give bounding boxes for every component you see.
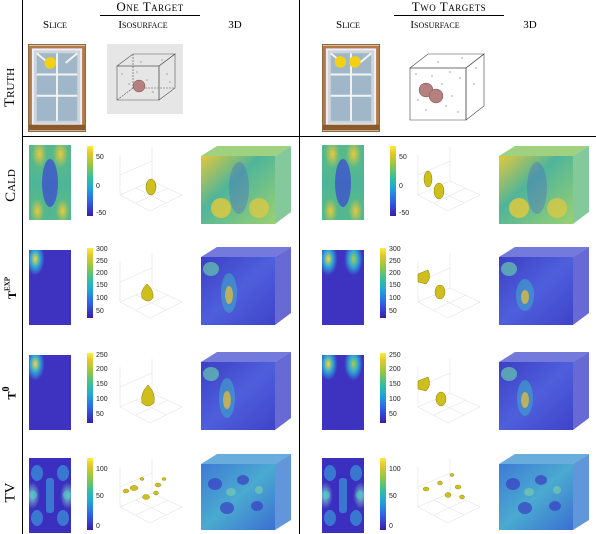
row-label-t-exp: texp — [1, 276, 21, 299]
t0-3d-one-target — [201, 352, 291, 430]
cbar-tick: 300 — [389, 246, 401, 253]
middle-separator — [299, 0, 300, 534]
cbar-tick: 50 — [96, 411, 104, 418]
target-sphere-2 — [428, 88, 444, 104]
cbar-tick: -50 — [399, 210, 410, 217]
cbar-tick: 150 — [96, 282, 108, 289]
cbar-tick: 200 — [389, 366, 401, 373]
cbar-tick: 200 — [389, 270, 401, 277]
tv-3d-two-targets — [499, 454, 589, 530]
texp-3d-one-target — [201, 247, 291, 325]
cbar-tick: 250 — [96, 352, 108, 359]
col-title-isosurface-2: Isosurface — [410, 19, 460, 31]
cbar-tick: 50 — [96, 308, 104, 315]
cbar-tick: 50 — [96, 154, 104, 161]
cbar-tick: 100 — [389, 396, 401, 403]
group-title-one-target: One Target — [100, 0, 200, 16]
truth-photo-two-targets — [322, 44, 380, 132]
cbar-tick: 100 — [389, 295, 401, 302]
cbar-tick: 100 — [96, 396, 108, 403]
t0-isosurface-one-target — [119, 359, 183, 424]
cbar-tick: 50 — [399, 154, 407, 161]
cbar-tick: 200 — [96, 366, 108, 373]
col-title-isosurface-1: Isosurface — [118, 19, 168, 31]
colorbar-cald-one-target — [87, 146, 93, 216]
truth-row-separator — [22, 136, 596, 137]
cbar-tick: 150 — [389, 282, 401, 289]
left-separator — [22, 0, 23, 534]
cald-slice-one-target — [29, 145, 71, 220]
tv-slice-two-targets — [322, 458, 364, 533]
cald-isosurface-one-target — [119, 147, 183, 212]
tv-isosurface-one-target — [119, 459, 183, 524]
t0-3d-two-targets — [499, 352, 589, 430]
colorbar-tv-one-target — [87, 458, 93, 530]
t0-slice-two-targets — [322, 355, 364, 430]
t0-slice-one-target — [29, 355, 71, 430]
row-label-cald: Cald — [2, 168, 19, 202]
texp-isosurface-one-target — [119, 254, 183, 319]
truth-photo-one-target — [28, 44, 86, 132]
target-ball-2 — [349, 56, 361, 68]
texp-slice-two-targets — [322, 250, 364, 325]
colorbar-cald-two-targets — [390, 146, 396, 216]
texp-slice-one-target — [29, 250, 71, 325]
cbar-tick: 100 — [96, 466, 108, 473]
truth-isosurface-two-targets — [402, 44, 490, 136]
texp-3d-two-targets — [499, 247, 589, 325]
cbar-tick: -50 — [96, 210, 107, 217]
col-title-slice-1: Slice — [43, 19, 67, 31]
colorbar-texp-two-targets — [380, 248, 386, 318]
cbar-tick: 250 — [389, 258, 401, 265]
col-title-slice-2: Slice — [336, 19, 360, 31]
row-label-tv: TV — [2, 482, 19, 503]
cbar-tick: 150 — [96, 381, 108, 388]
cbar-tick: 100 — [96, 295, 108, 302]
col-title-3d-2: 3D — [523, 19, 537, 31]
cbar-tick: 0 — [399, 183, 403, 190]
cbar-tick: 200 — [96, 270, 108, 277]
colorbar-t0-one-target — [87, 353, 93, 423]
colorbar-tv-two-targets — [380, 458, 386, 530]
cbar-tick: 50 — [389, 493, 397, 500]
colorbar-t0-two-targets — [380, 353, 386, 423]
group-title-two-targets: Two Targets — [394, 0, 504, 16]
row-label-t-0: t0 — [0, 385, 20, 400]
cbar-tick: 0 — [96, 183, 100, 190]
cald-3d-one-target — [201, 146, 291, 224]
col-title-3d-1: 3D — [228, 19, 242, 31]
tv-isosurface-two-targets — [417, 459, 481, 524]
texp-isosurface-two-targets — [417, 254, 481, 319]
cbar-tick: 150 — [389, 381, 401, 388]
colorbar-texp-one-target — [87, 248, 93, 318]
truth-isosurface-one-target — [107, 44, 183, 114]
tv-3d-one-target — [201, 454, 291, 530]
cbar-tick: 0 — [96, 523, 100, 530]
cbar-tick: 50 — [389, 308, 397, 315]
t0-isosurface-two-targets — [417, 359, 481, 424]
row-label-truth: Truth — [2, 67, 19, 108]
cbar-tick: 250 — [96, 258, 108, 265]
cald-isosurface-two-targets — [417, 147, 481, 212]
cbar-tick: 300 — [96, 246, 108, 253]
cbar-tick: 100 — [389, 466, 401, 473]
cbar-tick: 250 — [389, 352, 401, 359]
target-sphere — [132, 79, 146, 93]
cbar-tick: 50 — [389, 411, 397, 418]
target-ball — [44, 57, 57, 69]
target-ball-1 — [334, 56, 347, 68]
cald-slice-two-targets — [322, 145, 364, 220]
cbar-tick: 50 — [96, 493, 104, 500]
cald-3d-two-targets — [499, 146, 589, 224]
tv-slice-one-target — [29, 458, 71, 533]
cbar-tick: 0 — [389, 523, 393, 530]
